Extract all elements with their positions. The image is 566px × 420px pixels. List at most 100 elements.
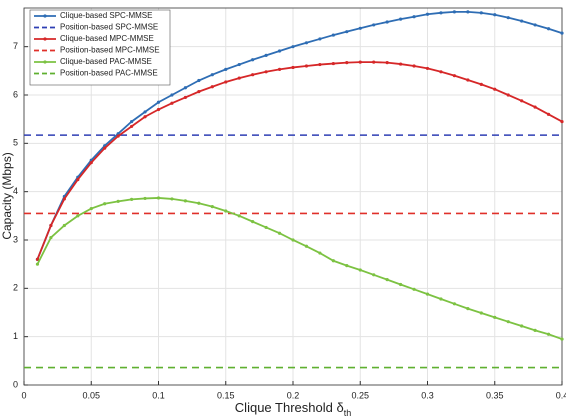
point: [479, 11, 483, 15]
point: [318, 37, 322, 41]
x-tick-label: 0.35: [486, 390, 504, 400]
point: [264, 70, 268, 74]
point: [399, 17, 403, 21]
y-tick-label: 3: [13, 234, 18, 244]
point: [264, 53, 268, 57]
point: [103, 146, 107, 150]
point: [520, 99, 524, 103]
point: [116, 199, 120, 203]
point: [385, 20, 389, 24]
point: [331, 33, 335, 37]
point: [170, 93, 174, 97]
legend-label: Position-based MPC-MMSE: [60, 46, 160, 55]
x-label-subscript: th: [344, 408, 352, 418]
point: [224, 209, 228, 213]
point: [197, 90, 201, 94]
point: [183, 199, 187, 203]
series-line: [36, 61, 563, 260]
x-tick-label: 0.05: [82, 390, 100, 400]
legend-marker: [43, 14, 47, 18]
series-line: [36, 197, 563, 340]
point: [210, 205, 214, 209]
point: [425, 66, 430, 71]
point: [170, 101, 174, 105]
point: [143, 110, 147, 114]
point: [62, 197, 66, 201]
x-tick-label: 0.25: [351, 390, 369, 400]
point: [439, 11, 443, 15]
legend-label: Clique-based SPC-MMSE: [60, 11, 152, 20]
x-label-text: Clique Threshold δ: [235, 400, 344, 415]
point: [237, 76, 241, 80]
y-axis-label: Capacity (Mbps): [0, 152, 14, 239]
point: [412, 287, 416, 291]
point: [358, 268, 362, 272]
point: [35, 262, 40, 266]
point: [130, 124, 134, 129]
point: [331, 259, 335, 263]
series-line: [36, 10, 563, 260]
point: [156, 196, 161, 200]
legend: Clique-based SPC-MMSE Position-based SPC-…: [29, 9, 171, 86]
point: [399, 282, 403, 287]
axes-frame: [23, 7, 563, 386]
point: [506, 320, 510, 324]
point: [143, 115, 147, 119]
point: [291, 238, 295, 242]
point: [466, 307, 470, 311]
point: [412, 64, 416, 68]
point: [345, 61, 349, 65]
point: [493, 87, 497, 91]
x-tick-label: 0.2: [287, 390, 300, 400]
point: [331, 61, 335, 66]
point: [533, 105, 537, 109]
point: [493, 13, 497, 17]
point: [170, 197, 174, 201]
point: [291, 45, 295, 49]
point: [224, 67, 228, 71]
point: [372, 273, 376, 277]
point: [183, 86, 187, 90]
point: [358, 26, 362, 30]
point: [183, 95, 187, 100]
point: [372, 60, 376, 64]
point: [546, 112, 551, 116]
point: [197, 78, 201, 83]
point: [89, 161, 93, 165]
point: [452, 10, 456, 14]
point: [533, 23, 537, 27]
point: [277, 231, 282, 235]
point: [533, 328, 537, 332]
point: [49, 235, 53, 240]
point: [251, 73, 255, 77]
point: [224, 80, 228, 84]
point: [399, 62, 403, 66]
legend-marker: [43, 37, 47, 41]
point: [506, 16, 510, 20]
point: [291, 65, 295, 70]
point: [304, 64, 309, 68]
point: [493, 315, 497, 319]
legend-marker: [43, 60, 47, 64]
point: [103, 202, 107, 206]
point: [479, 311, 483, 315]
point: [385, 278, 389, 282]
x-tick-label: 0.15: [217, 390, 235, 400]
point: [372, 23, 376, 27]
legend-label: Position-based SPC-MMSE: [60, 23, 158, 32]
x-tick-label: 0.1: [152, 390, 165, 400]
x-tick-label: 0.4: [556, 390, 566, 400]
point: [130, 119, 134, 124]
point: [76, 214, 80, 218]
point: [251, 220, 255, 224]
x-axis-label: Clique Threshold δth: [235, 400, 351, 418]
point: [452, 302, 456, 306]
point: [439, 297, 443, 301]
point: [35, 257, 40, 261]
point: [560, 337, 564, 341]
point: [345, 264, 349, 268]
point: [385, 61, 389, 65]
point: [425, 12, 430, 16]
point: [210, 85, 214, 89]
